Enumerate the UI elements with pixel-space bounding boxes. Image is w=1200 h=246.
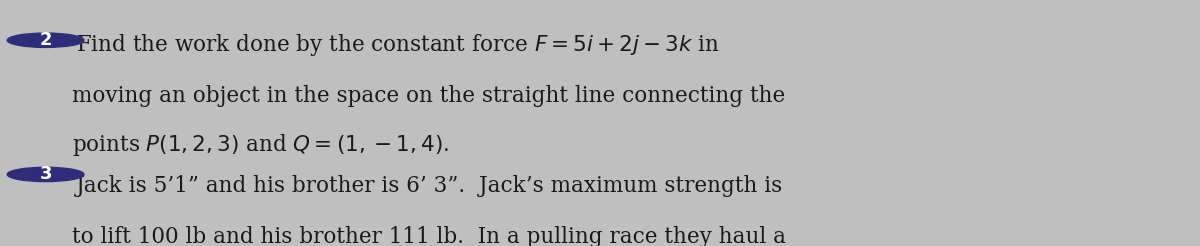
Circle shape [7, 167, 84, 182]
Circle shape [7, 33, 84, 47]
Text: 3: 3 [40, 166, 52, 184]
Text: Jack is 5’1” and his brother is 6’ 3”.  Jack’s maximum strength is: Jack is 5’1” and his brother is 6’ 3”. J… [76, 175, 782, 197]
Text: 2: 2 [40, 31, 52, 49]
Text: points $P(1, 2, 3)$ and $Q = (1, -1, 4)$.: points $P(1, 2, 3)$ and $Q = (1, -1, 4)$… [72, 132, 449, 158]
Text: moving an object in the space on the straight line connecting the: moving an object in the space on the str… [72, 85, 785, 107]
Text: Find the work done by the constant force $F = 5i + 2j - 3k$ in: Find the work done by the constant force… [76, 32, 720, 58]
Text: to lift 100 lb and his brother 111 lb.  In a pulling race they haul a: to lift 100 lb and his brother 111 lb. I… [72, 226, 786, 246]
